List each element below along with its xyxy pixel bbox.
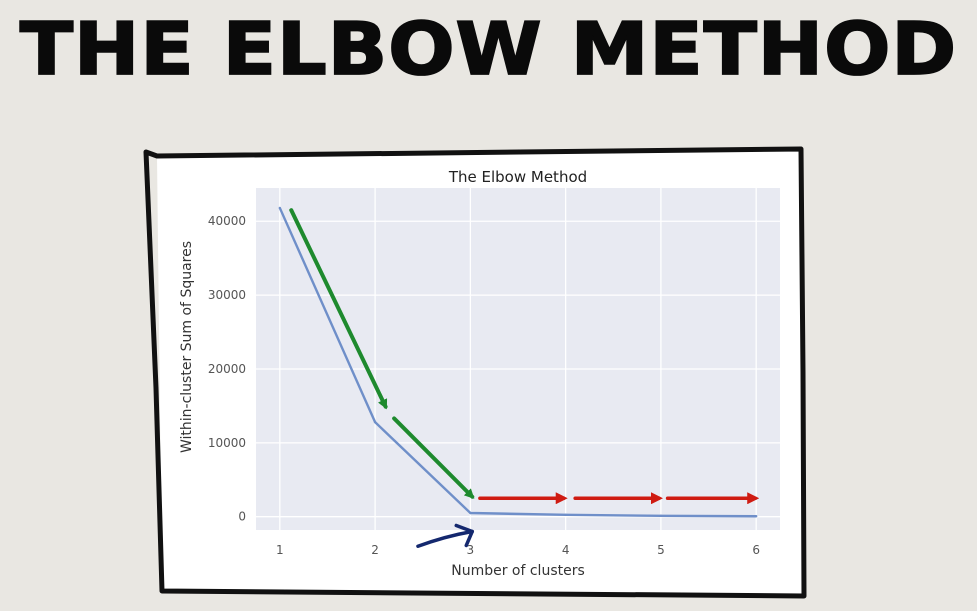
plot-area	[256, 188, 780, 530]
tick-layer: 1 2 3 4 5 6 0 10000 20000 30000 40000	[208, 214, 760, 557]
data-point	[373, 420, 377, 424]
data-point	[659, 514, 663, 518]
x-axis-label: Number of clusters	[451, 563, 585, 579]
data-point	[564, 513, 567, 517]
series-layer	[278, 206, 758, 518]
x-tick-label: 5	[657, 543, 665, 557]
y-tick-label: 20000	[208, 362, 246, 376]
data-point	[754, 515, 758, 518]
x-tick-label: 1	[276, 543, 284, 557]
y-tick-label: 40000	[208, 214, 246, 228]
y-tick-label: 0	[238, 510, 246, 524]
y-tick-label: 30000	[208, 288, 246, 302]
x-tick-label: 4	[562, 543, 570, 557]
x-tick-label: 6	[752, 543, 760, 557]
x-tick-label: 2	[371, 543, 379, 557]
x-tick-label: 3	[467, 543, 475, 557]
elbow-marker-head	[454, 523, 475, 548]
elbow-marker-shaft	[416, 529, 475, 549]
y-tick-label: 10000	[208, 436, 246, 450]
green-arrow	[392, 416, 475, 499]
annotation-layer	[289, 208, 760, 549]
slide-title: THE ELBOW METHOD	[19, 8, 958, 93]
chart-title: The Elbow Method	[448, 168, 587, 186]
y-axis-label: Within-cluster Sum of Squares	[179, 241, 195, 453]
series-line	[278, 207, 757, 518]
chart-frame-border	[143, 146, 807, 599]
data-point	[278, 206, 282, 210]
green-arrow	[289, 208, 388, 410]
data-point	[469, 511, 472, 515]
